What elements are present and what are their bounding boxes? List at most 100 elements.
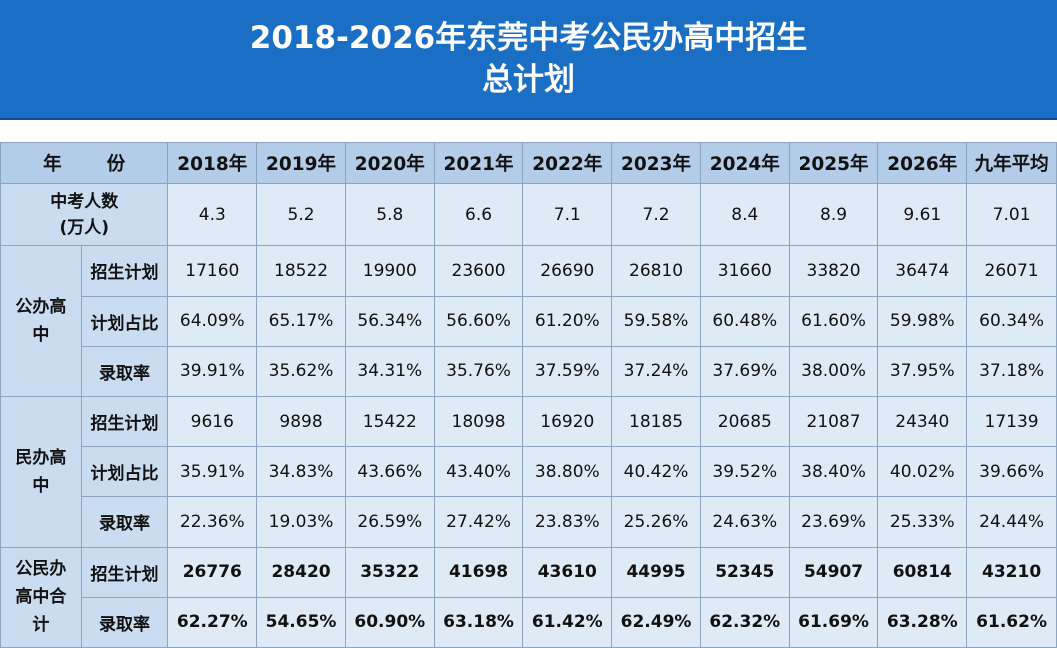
table-cell: 8.4 <box>699 183 790 247</box>
table-cell: 7.01 <box>966 183 1057 247</box>
table-cell: 54907 <box>788 546 879 598</box>
table-cell: 43210 <box>966 546 1057 598</box>
table-cell: 26690 <box>522 245 613 297</box>
spacer <box>0 120 1057 142</box>
private-plan-row: 民办高中 招生计划 9616 9898 15422 18098 16920 18… <box>0 395 1057 548</box>
table-cell: 4.3 <box>167 183 258 247</box>
title-banner: 2018-2026年东莞中考公民办高中招生 总计划 <box>0 0 1057 120</box>
table-cell: 38.80% <box>522 446 613 498</box>
table-cell: 65.17% <box>256 295 346 347</box>
row-label: 录取率 <box>80 496 169 548</box>
table-cell: 18098 <box>433 395 524 448</box>
table-cell: 16920 <box>522 395 613 448</box>
table-cell: 60814 <box>877 546 968 598</box>
table-cell: 5.8 <box>344 183 435 247</box>
table-cell: 27.42% <box>433 496 524 548</box>
table-cell: 23.69% <box>788 496 879 548</box>
table-cell: 38.40% <box>788 446 879 498</box>
table-cell: 28420 <box>256 546 346 598</box>
table-cell: 26071 <box>966 245 1057 297</box>
total-admit-row: 录取率 62.27% 54.65% 60.90% 63.18% 61.42% 6… <box>1 596 1057 648</box>
table-cell: 61.42% <box>522 596 613 648</box>
table-cell: 39.91% <box>167 345 258 397</box>
table-cell: 26776 <box>167 546 258 598</box>
table-cell: 37.24% <box>611 345 701 397</box>
total-group-label: 公民办高中合计 <box>0 546 82 648</box>
table-cell: 7.1 <box>522 183 613 247</box>
table-cell: 33820 <box>788 245 879 297</box>
table-cell: 7.2 <box>611 183 701 247</box>
table-cell: 37.59% <box>522 345 613 397</box>
table-cell: 44995 <box>611 546 701 598</box>
table-cell: 37.69% <box>699 345 790 397</box>
table-cell: 6.6 <box>433 183 524 247</box>
private-ratio-row: 计划占比 35.91% 34.83% 43.66% 43.40% 38.80% … <box>1 446 1057 498</box>
table-cell: 60.34% <box>966 295 1057 347</box>
enrollment-table: 年 份 2018年 2019年 2020年 2021年 2022年 2023年 … <box>0 141 1057 648</box>
table-cell: 40.42% <box>611 446 701 498</box>
public-admit-row: 录取率 39.91% 35.62% 34.31% 35.76% 37.59% 3… <box>1 345 1057 397</box>
table-cell: 9.61 <box>877 183 968 247</box>
table-cell: 23600 <box>433 245 524 297</box>
table-cell: 19900 <box>344 245 435 297</box>
table-cell: 23.83% <box>522 496 613 548</box>
table-cell: 60.48% <box>699 295 790 347</box>
table-cell: 59.58% <box>611 295 701 347</box>
table-cell: 9616 <box>167 395 258 448</box>
table-cell: 22.36% <box>167 496 258 548</box>
table-cell: 37.95% <box>877 345 968 397</box>
table-cell: 18522 <box>256 245 346 297</box>
table-cell: 43610 <box>522 546 613 598</box>
table-cell: 18185 <box>611 395 701 448</box>
table-cell: 62.27% <box>167 596 258 648</box>
table-cell: 20685 <box>699 395 790 448</box>
table-cell: 64.09% <box>167 295 258 347</box>
table-cell: 21087 <box>788 395 879 448</box>
table-cell: 15422 <box>344 395 435 448</box>
table-cell: 35322 <box>344 546 435 598</box>
table-cell: 38.00% <box>788 345 879 397</box>
public-group-label: 公办高中 <box>0 245 82 397</box>
title-line-1: 2018-2026年东莞中考公民办高中招生 <box>249 20 808 56</box>
table-cell: 24340 <box>877 395 968 448</box>
table-cell: 17139 <box>966 395 1057 448</box>
row-label: 录取率 <box>80 596 169 648</box>
row-label: 计划占比 <box>80 295 169 347</box>
year-header: 2022年 <box>522 141 613 185</box>
row-label: 招生计划 <box>80 546 169 598</box>
table-cell: 52345 <box>699 546 790 598</box>
table-cell: 40.02% <box>877 446 968 498</box>
row-label: 招生计划 <box>80 245 169 297</box>
table-cell: 34.83% <box>256 446 346 498</box>
table-cell: 56.60% <box>433 295 524 347</box>
year-header: 2020年 <box>344 141 435 185</box>
private-group-label: 民办高中 <box>0 395 82 548</box>
year-header: 九年平均 <box>966 141 1057 185</box>
total-plan-row: 公民办高中合计 招生计划 26776 28420 35322 41698 436… <box>0 546 1057 648</box>
table-cell: 19.03% <box>256 496 346 548</box>
year-header-label: 年 份 <box>0 141 169 185</box>
table-cell: 35.91% <box>167 446 258 498</box>
table-cell: 31660 <box>699 245 790 297</box>
table-cell: 61.62% <box>966 596 1057 648</box>
table-cell: 25.26% <box>611 496 701 548</box>
table-cell: 62.32% <box>699 596 790 648</box>
year-header: 2021年 <box>433 141 524 185</box>
table-cell: 37.18% <box>966 345 1057 397</box>
year-header: 2026年 <box>877 141 968 185</box>
public-plan-row: 公办高中 招生计划 17160 18522 19900 23600 26690 … <box>0 245 1057 397</box>
table-cell: 62.49% <box>611 596 701 648</box>
table-cell: 24.63% <box>699 496 790 548</box>
exam-count-label: 中考人数 (万人) <box>0 183 169 247</box>
private-admit-row: 录取率 22.36% 19.03% 26.59% 27.42% 23.83% 2… <box>1 496 1057 548</box>
table-cell: 63.28% <box>877 596 968 648</box>
year-header: 2019年 <box>256 141 346 185</box>
table-cell: 25.33% <box>877 496 968 548</box>
title-line-2: 总计划 <box>482 62 575 98</box>
table-cell: 35.62% <box>256 345 346 397</box>
table-cell: 56.34% <box>344 295 435 347</box>
table-cell: 26.59% <box>344 496 435 548</box>
table-cell: 54.65% <box>256 596 346 648</box>
public-ratio-row: 计划占比 64.09% 65.17% 56.34% 56.60% 61.20% … <box>1 295 1057 347</box>
table-cell: 24.44% <box>966 496 1057 548</box>
